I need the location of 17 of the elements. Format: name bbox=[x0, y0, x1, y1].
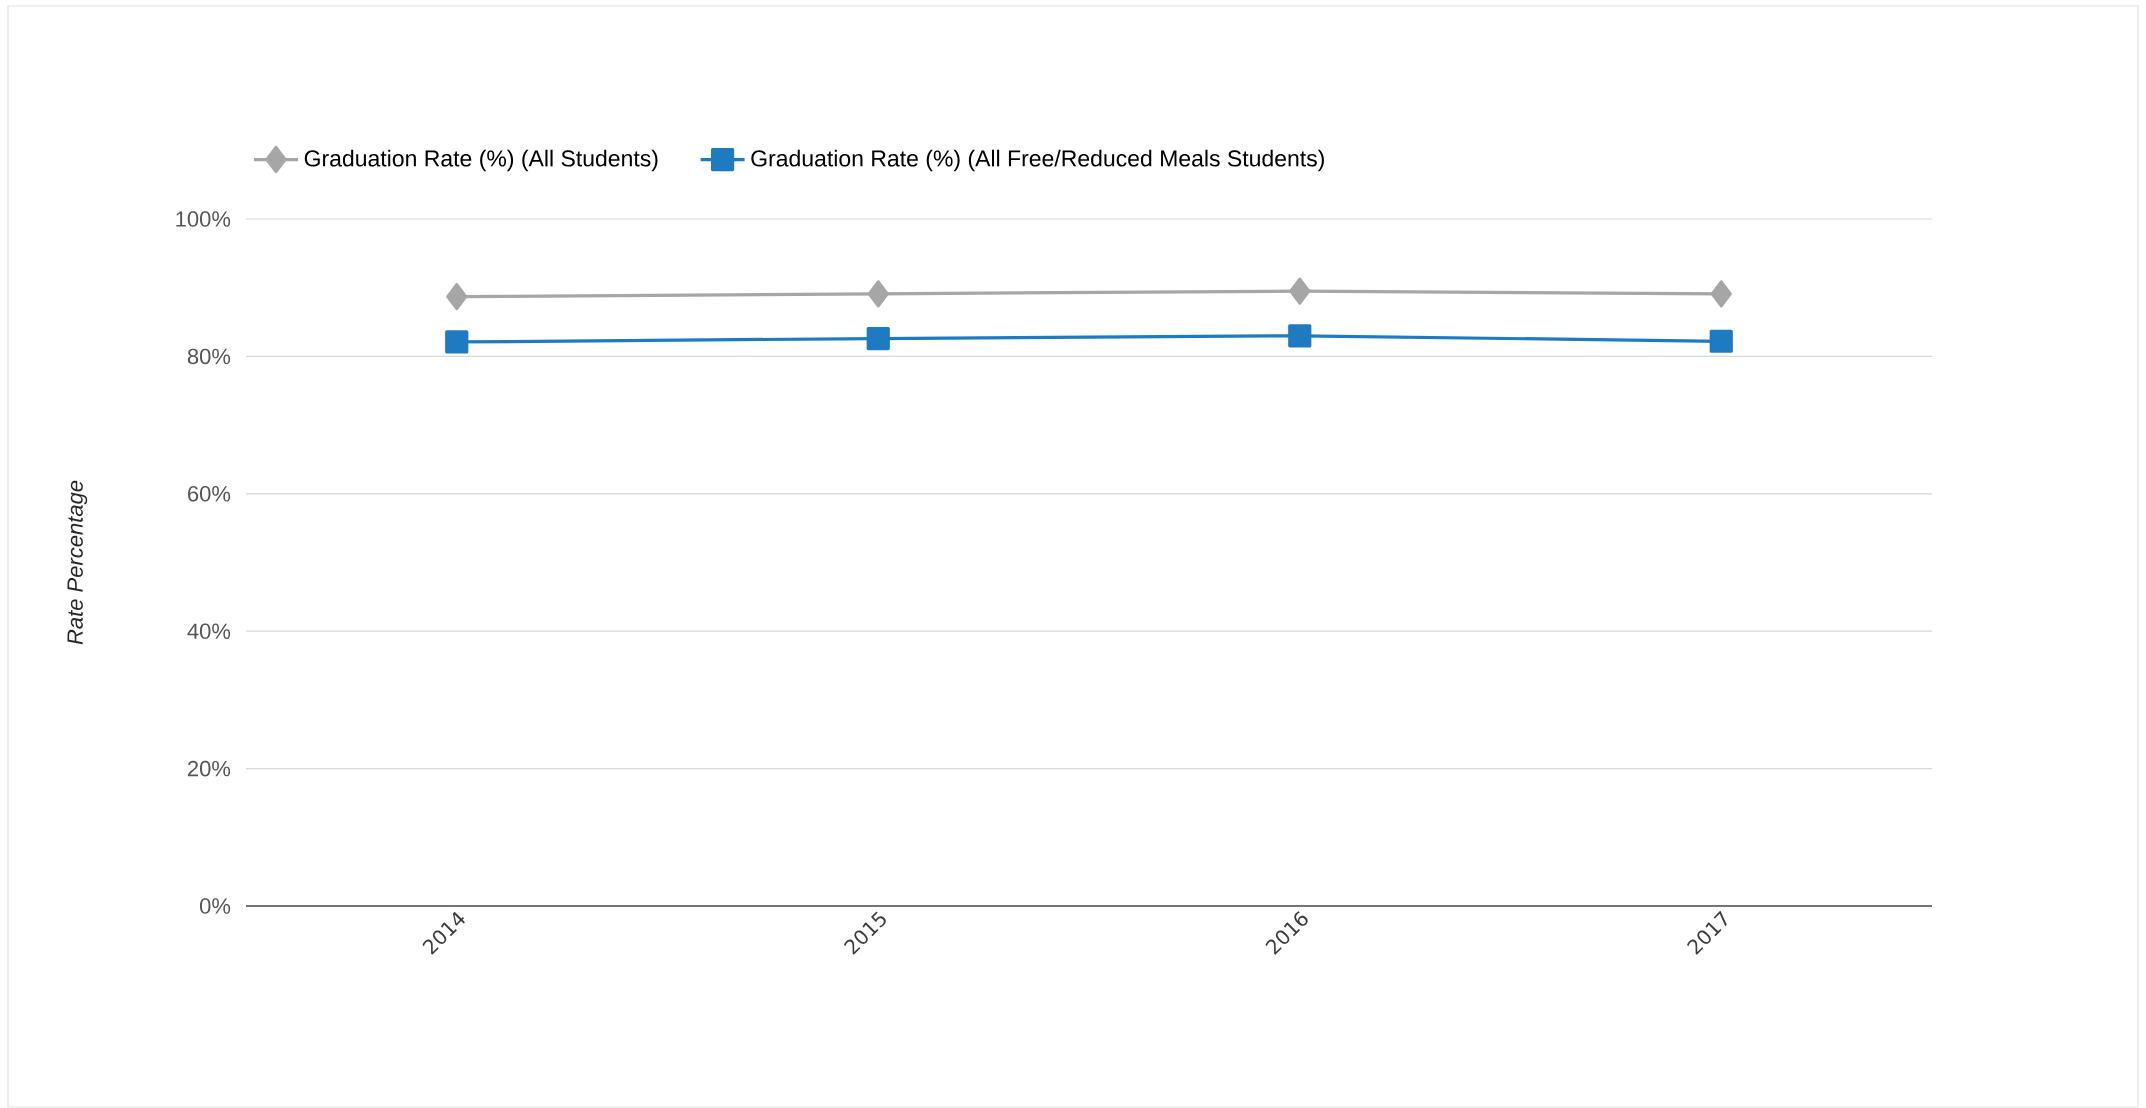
point bbox=[866, 326, 890, 351]
y-tick-label: 80% bbox=[187, 348, 231, 365]
point bbox=[1289, 277, 1311, 305]
y-tick-label: 60% bbox=[188, 486, 231, 502]
y-tick-label: 0% bbox=[199, 898, 231, 914]
y-axis-title: Rate Percentage bbox=[67, 480, 88, 645]
point bbox=[867, 280, 889, 308]
legend-label: Graduation Rate (%) (All Students) bbox=[304, 149, 658, 172]
y-tick-label: 40% bbox=[187, 623, 231, 639]
point bbox=[1709, 329, 1733, 353]
point bbox=[445, 330, 469, 354]
y-tick-label: 100% bbox=[176, 211, 231, 227]
y-tick-label: 20% bbox=[188, 760, 231, 777]
legend-label: Graduation Rate (%) (All Free/Reduced Meals Students) bbox=[751, 149, 1324, 172]
point bbox=[1288, 324, 1312, 348]
point bbox=[1710, 280, 1732, 308]
point bbox=[446, 283, 468, 311]
